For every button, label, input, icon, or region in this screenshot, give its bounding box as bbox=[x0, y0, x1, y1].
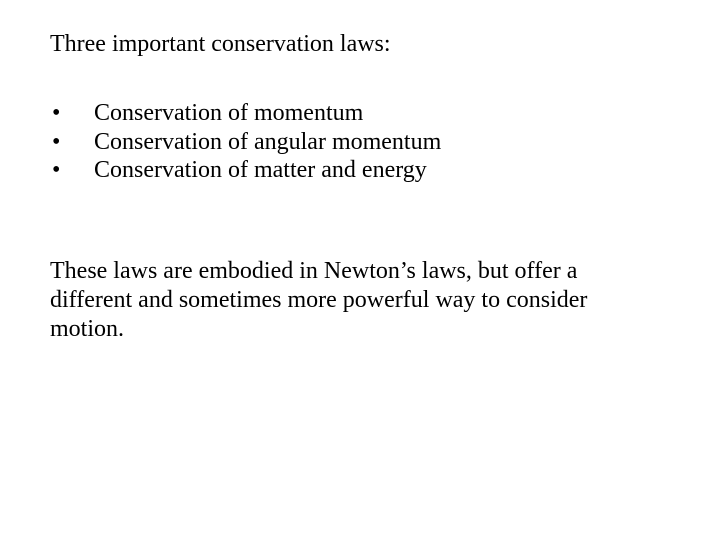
bullet-text: Conservation of momentum bbox=[94, 99, 670, 128]
bullet-icon: • bbox=[50, 156, 94, 185]
list-item: • Conservation of momentum bbox=[50, 99, 670, 128]
bullet-list: • Conservation of momentum • Conservatio… bbox=[50, 99, 670, 185]
list-item: • Conservation of angular momentum bbox=[50, 128, 670, 157]
closing-paragraph: These laws are embodied in Newton’s laws… bbox=[50, 257, 590, 343]
bullet-text: Conservation of angular momentum bbox=[94, 128, 670, 157]
slide: Three important conservation laws: • Con… bbox=[0, 0, 720, 540]
bullet-icon: • bbox=[50, 99, 94, 128]
list-item: • Conservation of matter and energy bbox=[50, 156, 670, 185]
heading-text: Three important conservation laws: bbox=[50, 30, 670, 59]
bullet-icon: • bbox=[50, 128, 94, 157]
bullet-text: Conservation of matter and energy bbox=[94, 156, 670, 185]
